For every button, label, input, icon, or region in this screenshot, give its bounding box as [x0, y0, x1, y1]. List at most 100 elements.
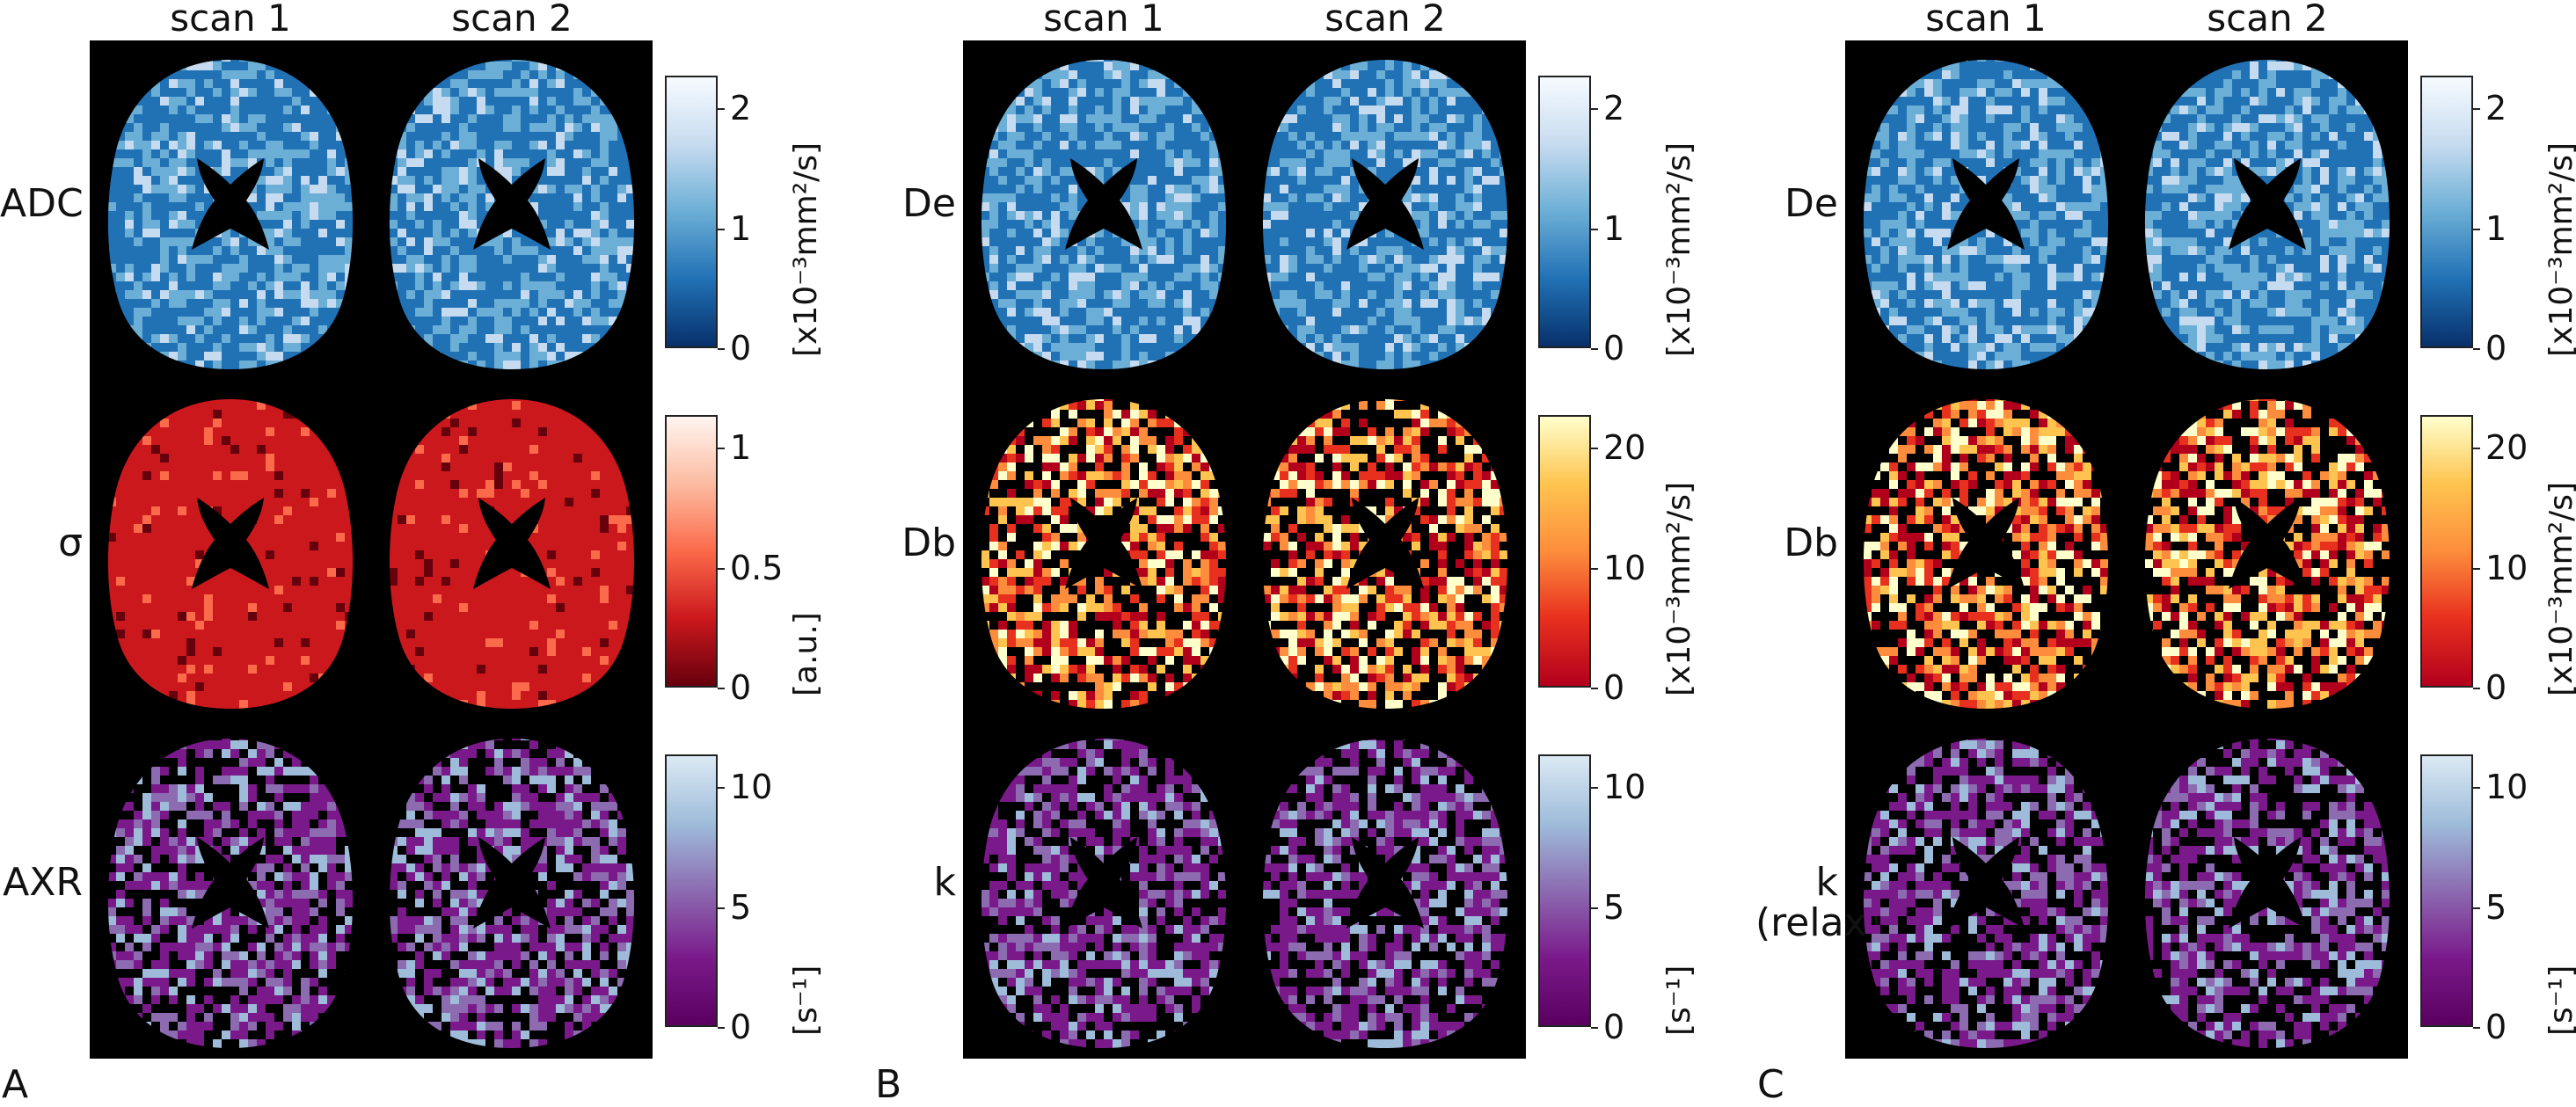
colorbar-tick: [2473, 228, 2480, 230]
brain-map: [1262, 399, 1508, 709]
colorbar-tick-label: 5: [730, 887, 752, 927]
brain-map: [107, 739, 354, 1048]
brain-map: [2144, 739, 2390, 1048]
colorbar-tick-label: 10: [1603, 768, 1646, 807]
column-title: scan 1: [1925, 0, 2047, 40]
brain-map: [1863, 399, 2109, 709]
colorbar-unit: [s⁻¹]: [788, 965, 824, 1036]
row-label: Db: [901, 521, 956, 565]
row-label: k (relax): [1755, 860, 1882, 946]
colorbar-tick-label: 2: [1603, 89, 1625, 128]
colorbar-tick: [718, 567, 725, 570]
colorbar-tick: [718, 1027, 725, 1029]
colorbar-tick-label: 20: [2485, 428, 2529, 468]
colorbar: [2420, 415, 2473, 688]
colorbar-tick: [2473, 787, 2480, 790]
colorbar-unit: [x10⁻³mm²/s]: [2543, 481, 2576, 696]
brain-map: [389, 60, 635, 369]
brain-map: [1262, 60, 1508, 369]
colorbar-tick: [718, 448, 725, 450]
brain-image: [2135, 53, 2399, 373]
colorbar-tick: [1591, 228, 1598, 230]
brain-map: [107, 399, 354, 709]
colorbar: [2420, 76, 2473, 348]
colorbar-tick: [2473, 567, 2480, 570]
column-title: scan 2: [2207, 0, 2328, 40]
colorbar-tick: [718, 228, 725, 230]
colorbar-tick-label: 0: [1603, 1008, 1625, 1046]
brain-map: [389, 739, 635, 1048]
panel-a: scan 1 scan 2 ADC 2 1 0 [x10⁻³mm²/s] σ 1 0.5 0 [a.u…: [0, 0, 879, 1107]
row-label: σ: [58, 521, 83, 565]
colorbar-tick: [718, 787, 725, 790]
brain-image: [1253, 392, 1517, 712]
brain-map: [981, 60, 1227, 369]
column-title: scan 1: [1043, 0, 1164, 40]
column-title: scan 2: [451, 0, 573, 40]
colorbar-tick-label: 5: [1603, 887, 1625, 927]
brain-map: [389, 399, 635, 709]
row-label: k: [933, 860, 956, 905]
brain-image: [99, 732, 362, 1052]
colorbar-unit: [x10⁻³mm²/s]: [788, 142, 824, 357]
panel-label: C: [1757, 1062, 1784, 1107]
colorbar-tick-label: 5: [2485, 887, 2507, 927]
colorbar: [665, 76, 718, 348]
colorbar: [1538, 76, 1591, 348]
colorbar-tick: [1591, 348, 1598, 350]
row-label: AXR: [3, 860, 83, 905]
colorbar-tick: [2473, 1027, 2480, 1029]
colorbar-tick: [2473, 348, 2480, 350]
brain-image: [380, 392, 644, 712]
brain-image: [1253, 53, 1517, 373]
brain-image: [1854, 53, 2118, 373]
colorbar-tick: [1591, 688, 1598, 689]
colorbar-tick: [718, 348, 725, 350]
colorbar-tick-label: 0: [2485, 668, 2507, 707]
colorbar-tick-label: 0: [730, 329, 752, 368]
brain-image: [972, 732, 1236, 1052]
colorbar-unit: [x10⁻³mm²/s]: [1661, 142, 1697, 357]
brain-image: [99, 53, 362, 373]
colorbar-unit: [s⁻¹]: [1661, 965, 1697, 1036]
colorbar-tick-label: 0: [1603, 668, 1625, 707]
colorbar-tick: [1591, 907, 1598, 909]
colorbar-unit: [a.u.]: [788, 612, 824, 696]
panel-b: scan 1 scan 2 De 2 1 0 [x10⁻³mm²/s] Db 20 10 0 [x10…: [873, 0, 1753, 1107]
brain-image: [99, 392, 362, 712]
panel-label: B: [875, 1062, 902, 1107]
colorbar-unit: [x10⁻³mm²/s]: [1661, 481, 1697, 696]
row-label: ADC: [0, 181, 84, 226]
brain-image: [380, 53, 644, 373]
brain-map: [1262, 739, 1508, 1048]
column-title: scan 2: [1324, 0, 1446, 40]
colorbar-tick-label: 2: [730, 89, 752, 128]
colorbar-tick: [1591, 787, 1598, 790]
brain-map: [1863, 60, 2109, 369]
brain-image: [2135, 732, 2399, 1052]
colorbar-tick-label: 0: [730, 668, 752, 707]
colorbar-tick-label: 0: [1603, 329, 1625, 368]
colorbar: [1538, 754, 1591, 1027]
colorbar-tick: [1591, 108, 1598, 111]
colorbar-tick: [718, 108, 725, 111]
colorbar-tick-label: 10: [730, 768, 773, 807]
row-label: De: [1784, 181, 1838, 226]
brain-map: [2144, 399, 2390, 709]
colorbar-tick: [1591, 567, 1598, 570]
colorbar-unit: [x10⁻³mm²/s]: [2543, 142, 2576, 357]
colorbar: [1538, 415, 1591, 688]
colorbar-tick-label: 10: [2485, 768, 2529, 807]
brain-image: [972, 53, 1236, 373]
colorbar-tick-label: 0: [2485, 329, 2507, 368]
column-title: scan 1: [170, 0, 291, 40]
brain-image: [2135, 392, 2399, 712]
brain-map: [1863, 739, 2109, 1048]
brain-image: [1854, 392, 2118, 712]
brain-image: [1854, 732, 2118, 1052]
colorbar-tick: [2473, 688, 2480, 689]
brain-image: [380, 732, 644, 1052]
row-label: Db: [1784, 521, 1838, 565]
brain-map: [981, 739, 1227, 1048]
colorbar-tick-label: 10: [1603, 548, 1646, 587]
